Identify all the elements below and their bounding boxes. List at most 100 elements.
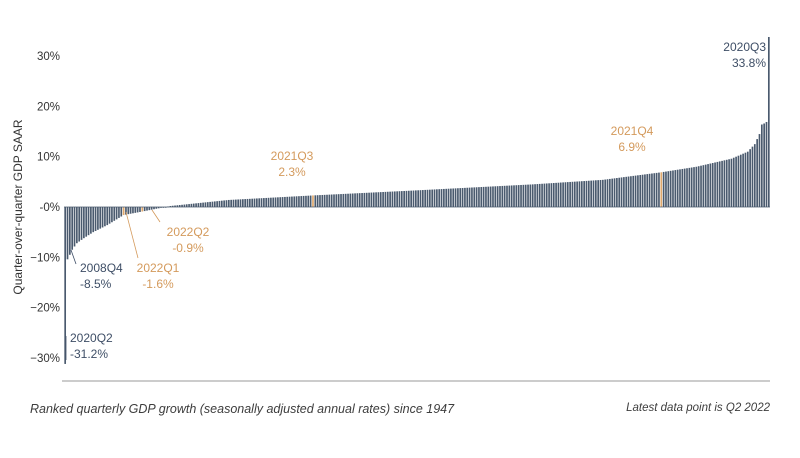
gdp-bar (503, 185, 506, 207)
gdp-bar (592, 180, 595, 207)
gdp-bar (272, 197, 275, 207)
annotation-quarter-label: 2020Q3 (723, 40, 766, 54)
gdp-bar (578, 181, 581, 207)
y-tick-label: 10% (37, 152, 60, 164)
annotation-value-label: 6.9% (618, 140, 646, 154)
gdp-bar (536, 184, 539, 207)
gdp-bar (230, 199, 232, 207)
gdp-bar (351, 193, 354, 207)
gdp-bar (667, 171, 670, 207)
gdp-bar (478, 187, 480, 207)
gdp-bar (725, 159, 728, 207)
gdp-bar (492, 186, 494, 207)
gdp-bar (309, 195, 312, 207)
chart-caption: Ranked quarterly GDP growth (seasonally … (30, 402, 455, 416)
gdp-bar (183, 204, 186, 207)
gdp-bar (436, 189, 438, 207)
gdp-bar (286, 196, 289, 207)
gdp-bar (71, 207, 74, 250)
gdp-bar (379, 192, 382, 207)
gdp-bar (501, 185, 504, 207)
gdp-bar (323, 194, 326, 207)
gdp-bar (419, 190, 422, 207)
gdp-bar (534, 184, 536, 207)
gdp-bar (732, 157, 735, 207)
gdp-bar (104, 207, 106, 227)
gdp-bar (393, 191, 396, 207)
gdp-bar (548, 183, 550, 207)
gdp-bar (524, 184, 527, 207)
gdp-bar (520, 184, 522, 207)
gdp-bar (171, 205, 174, 207)
annotation-value-label: 33.8% (732, 56, 766, 70)
gdp-bar (587, 180, 590, 207)
gdp-bar (552, 183, 555, 207)
gdp-bar (160, 207, 162, 208)
gdp-bar (358, 193, 361, 207)
gdp-bar (688, 167, 691, 207)
gdp-bar (674, 170, 677, 207)
gdp-bar (90, 207, 92, 234)
gdp-bar (242, 199, 244, 207)
gdp-bar (471, 187, 473, 207)
gdp-bar (767, 36, 770, 207)
gdp-bar (363, 192, 366, 207)
gdp-bar (195, 203, 197, 207)
gdp-bar (188, 204, 190, 207)
gdp-bar (139, 207, 141, 212)
gdp-bar (422, 190, 424, 207)
gdp-bar (370, 192, 373, 207)
gdp-bar (447, 188, 450, 207)
gdp-bar (73, 207, 76, 247)
gdp-bar (506, 185, 508, 207)
gdp-bar (340, 194, 342, 207)
gdp-bar (349, 193, 352, 207)
gdp-bar (356, 193, 359, 207)
gdp-bar (742, 153, 744, 207)
gdp-bar (632, 175, 635, 207)
gdp-bar (665, 171, 667, 207)
gdp-bar (251, 198, 254, 207)
gdp-bar (606, 179, 609, 207)
annotation-value-label: -31.2% (70, 347, 108, 361)
gdp-bar (281, 197, 284, 207)
gdp-bar (377, 192, 380, 207)
gdp-bar (122, 207, 125, 216)
gdp-bar (316, 195, 319, 207)
gdp-bar (216, 201, 218, 207)
gdp-bar (211, 201, 214, 207)
gdp-bar (312, 195, 314, 207)
gdp-bar (466, 187, 469, 207)
gdp-bar (641, 174, 644, 207)
gdp-bar (681, 168, 684, 207)
gdp-bar (749, 149, 751, 207)
gdp-bar (433, 189, 436, 207)
gdp-bar (531, 184, 534, 207)
gdp-bar (602, 179, 604, 207)
gdp-bar (468, 187, 471, 207)
gdp-bar (101, 207, 104, 228)
gdp-bar (176, 205, 179, 207)
gdp-bar (136, 207, 139, 213)
gdp-bar (328, 194, 331, 207)
gdp-bar (244, 199, 247, 207)
gdp-bar (270, 197, 272, 207)
gdp-bar (92, 207, 95, 233)
gdp-bar (616, 178, 618, 207)
gdp-bar (115, 207, 118, 220)
gdp-bar (410, 190, 412, 207)
gdp-bar (753, 144, 756, 208)
annotation-quarter-label: 2021Q4 (611, 124, 654, 138)
gdp-bar (218, 200, 221, 207)
gdp-bar (181, 204, 183, 207)
gdp-bar (78, 207, 81, 242)
gdp-bar (237, 199, 239, 207)
gdp-bar (260, 198, 263, 207)
gdp-bar (576, 181, 578, 207)
gdp-bar (403, 190, 405, 207)
gdp-bar (527, 184, 529, 207)
gdp-bar (457, 188, 459, 207)
gdp-bar (573, 181, 576, 207)
gdp-bar (256, 198, 258, 207)
